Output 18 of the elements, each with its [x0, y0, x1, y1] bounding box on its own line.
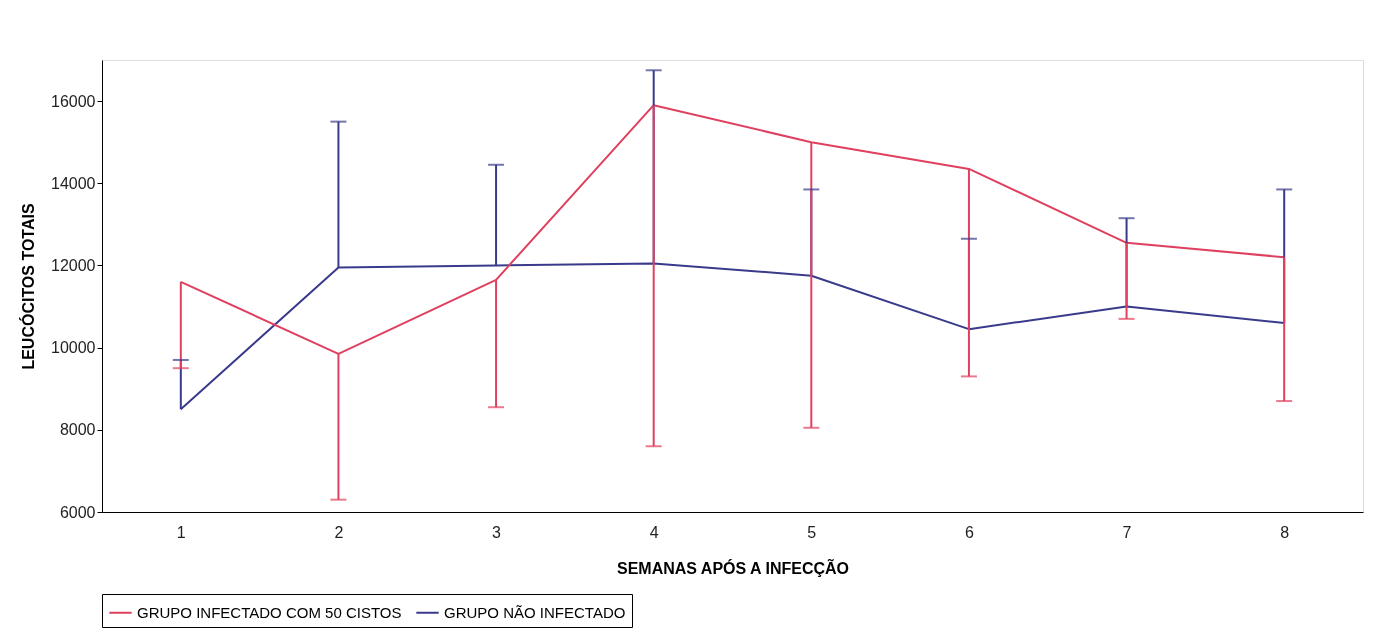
y-tick-label: 8000 — [59, 421, 96, 439]
x-tick-label: 8 — [1280, 523, 1290, 541]
x-tick-label: 5 — [807, 523, 817, 541]
y-tick-label: 12000 — [51, 256, 96, 274]
y-tick-label: 10000 — [51, 339, 96, 357]
x-tick-label: 7 — [1122, 523, 1132, 541]
x-tick-label: 4 — [649, 523, 659, 541]
x-axis-title: SEMANAS APÓS A INFECÇÃO — [616, 557, 850, 577]
legend-label: GRUPO INFECTADO COM 50 CISTOS — [137, 603, 402, 621]
x-tick-label: 3 — [492, 523, 502, 541]
x-tick-label: 1 — [176, 523, 186, 541]
x-tick-label: 6 — [964, 523, 974, 541]
y-tick-label: 16000 — [51, 92, 96, 110]
x-tick-label: 2 — [334, 523, 344, 541]
y-axis-title: LEUCÓCITOS TOTAIS — [19, 203, 38, 370]
y-tick-label: 6000 — [59, 503, 96, 521]
y-tick-label: 14000 — [51, 174, 96, 192]
legend-label: GRUPO NÃO INFECTADO — [444, 603, 626, 621]
